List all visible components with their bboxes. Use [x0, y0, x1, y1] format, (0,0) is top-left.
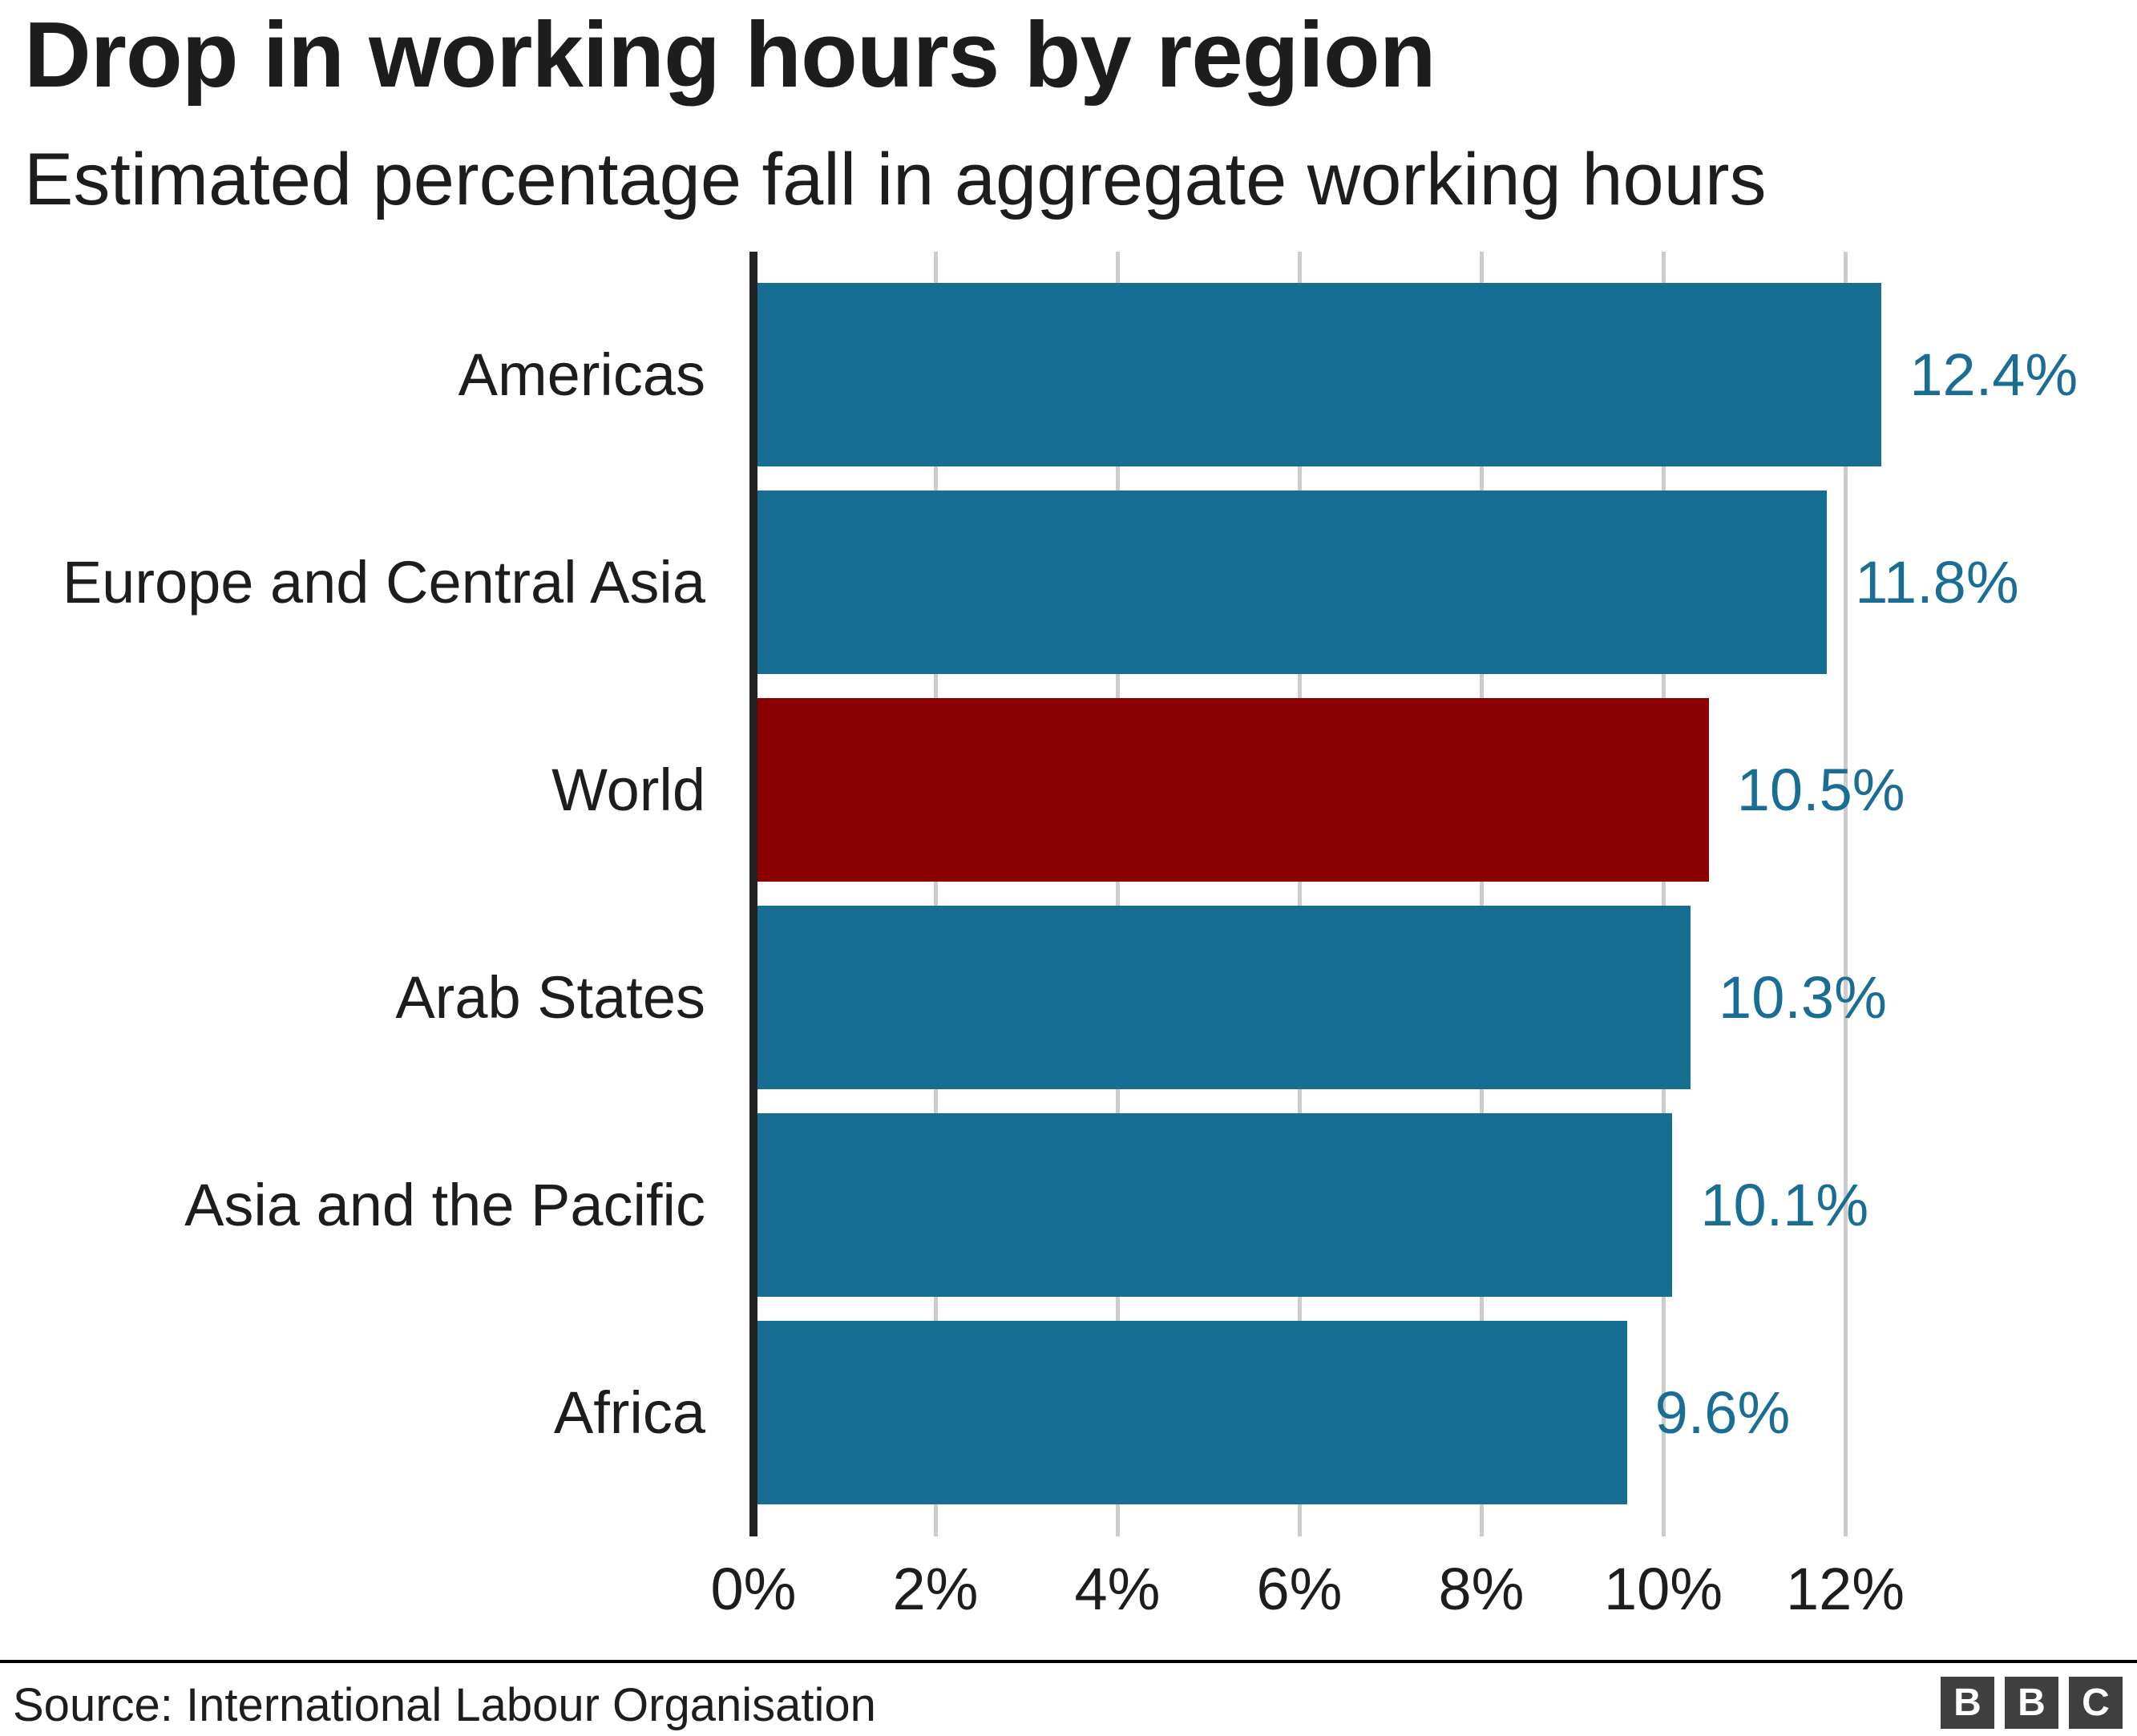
gridline-2pct: [933, 252, 938, 1536]
x-tick-label-4pct: 4%: [1074, 1556, 1161, 1622]
gridline-12pct: [1843, 252, 1848, 1536]
bar-arab-states: [757, 906, 1691, 1089]
zero-axis-line: [749, 252, 757, 1536]
gridline-6pct: [1297, 252, 1302, 1536]
category-label-africa: Africa: [553, 1379, 705, 1446]
logo-square-3: C: [2069, 1677, 2123, 1729]
logo-letter-2: B: [2018, 1681, 2046, 1724]
bar-asia-and-the-pacific: [757, 1113, 1673, 1297]
gridline-10pct: [1661, 252, 1666, 1536]
value-label-americas: 12.4%: [1909, 341, 2078, 408]
category-label-europe-and-central-asia: Europe and Central Asia: [62, 549, 705, 616]
gridline-4pct: [1115, 252, 1120, 1536]
footer-divider: [0, 1660, 2137, 1663]
chart-subtitle: Estimated percentage fall in aggregate w…: [24, 139, 1767, 220]
bar-africa: [757, 1321, 1627, 1504]
bar-europe-and-central-asia: [757, 491, 1828, 674]
logo-letter-3: C: [2082, 1681, 2110, 1724]
value-label-world: 10.5%: [1736, 757, 1905, 823]
value-label-arab-states: 10.3%: [1719, 964, 1887, 1031]
value-label-asia-and-the-pacific: 10.1%: [1700, 1172, 1869, 1238]
x-tick-label-8pct: 8%: [1438, 1556, 1525, 1622]
x-tick-label-12pct: 12%: [1785, 1556, 1905, 1622]
value-label-africa: 9.6%: [1654, 1379, 1791, 1446]
logo-square-1: B: [1941, 1677, 1994, 1729]
category-label-asia-and-the-pacific: Asia and the Pacific: [184, 1172, 705, 1238]
source-text: Source: International Labour Organisatio…: [13, 1679, 876, 1731]
category-label-arab-states: Arab States: [395, 964, 705, 1031]
chart-title: Drop in working hours by region: [24, 2, 1436, 107]
category-label-americas: Americas: [458, 341, 705, 408]
bar-americas: [757, 283, 1882, 466]
logo-square-2: B: [2005, 1677, 2058, 1729]
x-tick-label-2pct: 2%: [892, 1556, 979, 1622]
x-tick-label-0pct: 0%: [710, 1556, 797, 1622]
category-label-world: World: [551, 757, 705, 823]
plot-area: 12.4% 11.8% 10.5% 10.3% 10.1% 9.6%: [749, 252, 2137, 1536]
x-tick-label-6pct: 6%: [1256, 1556, 1343, 1622]
logo-letter-1: B: [1953, 1681, 1981, 1724]
value-label-europe-and-central-asia: 11.8%: [1855, 549, 2019, 616]
gridline-8pct: [1479, 252, 1484, 1536]
x-tick-label-10pct: 10%: [1603, 1556, 1723, 1622]
bar-world: [757, 698, 1709, 882]
